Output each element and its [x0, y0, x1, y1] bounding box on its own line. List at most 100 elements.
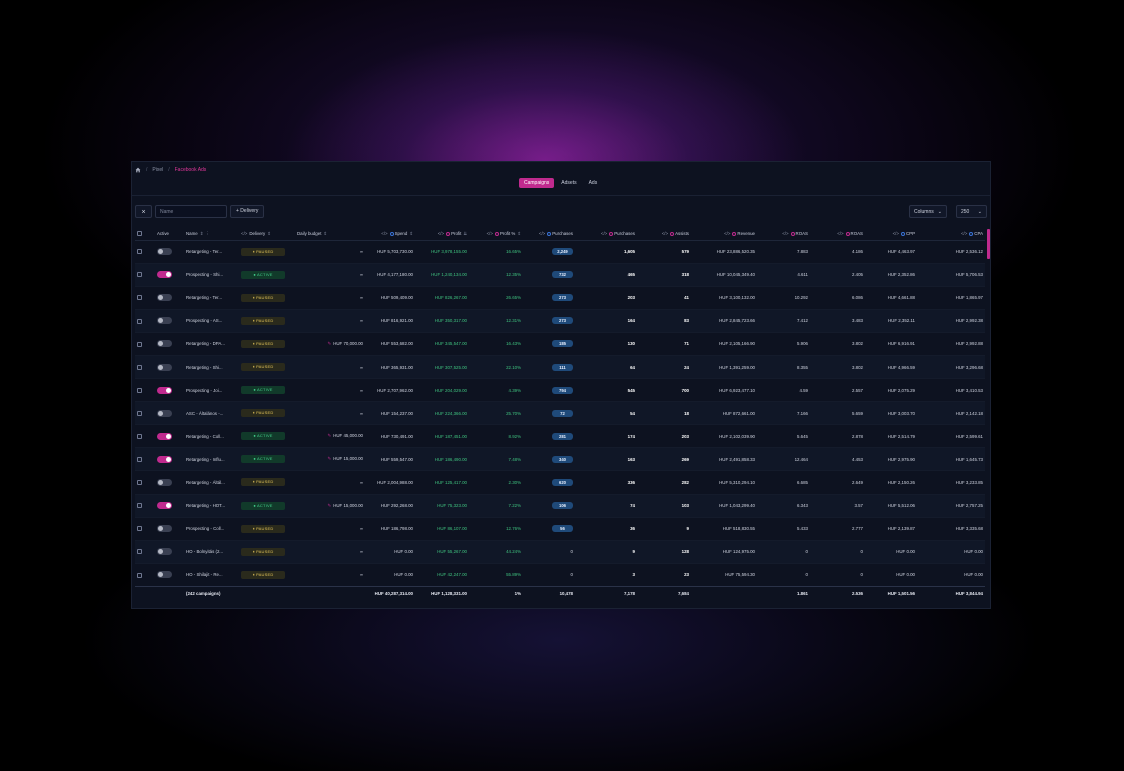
table-row[interactable]: Retargeting - DPA... ⏸ PAUSED ✎ HUF 70,000.…: [135, 332, 985, 356]
active-toggle[interactable]: [157, 502, 172, 510]
daily-budget-cell[interactable]: ∞: [295, 263, 365, 286]
column-header-purchases-a[interactable]: </> Purchases: [523, 228, 575, 241]
active-toggle[interactable]: [157, 386, 172, 394]
table-row[interactable]: Retargeting - Shi... ⏸ PAUSED ∞ HUF 365,931…: [135, 355, 985, 379]
column-header-cpp[interactable]: </> CPP: [865, 228, 917, 241]
home-icon[interactable]: [135, 167, 141, 173]
table-row[interactable]: Retargeting - Ter... ⏸ PAUSED ∞ HUF 5,703,7…: [135, 240, 985, 264]
daily-budget-cell[interactable]: ∞: [295, 286, 365, 309]
row-checkbox-cell[interactable]: [135, 263, 155, 286]
table-row[interactable]: Retargeting - Ter... ⏸ PAUSED ∞ HUF 509,409…: [135, 286, 985, 310]
edit-icon[interactable]: ✎: [327, 433, 332, 439]
tab-campaigns[interactable]: Campaigns: [519, 178, 555, 188]
active-toggle-cell[interactable]: [155, 494, 184, 517]
row-checkbox[interactable]: [137, 364, 142, 370]
row-checkbox[interactable]: [137, 503, 142, 509]
active-toggle[interactable]: [157, 294, 172, 302]
row-checkbox-cell[interactable]: [135, 494, 155, 517]
daily-budget-cell[interactable]: ∞: [295, 379, 365, 402]
active-toggle-cell[interactable]: [155, 540, 184, 563]
edit-icon[interactable]: ✎: [327, 456, 332, 462]
row-checkbox[interactable]: [137, 387, 142, 393]
active-toggle[interactable]: [157, 571, 172, 579]
campaign-name[interactable]: Prospecting - Shi...: [186, 272, 224, 278]
row-checkbox-cell[interactable]: [135, 517, 155, 540]
column-header-profit[interactable]: </> Profit ⇊: [415, 228, 469, 241]
tab-adsets[interactable]: Adsets: [561, 180, 577, 186]
active-toggle-cell[interactable]: [155, 402, 184, 425]
campaign-name[interactable]: Retargeting - Áltál...: [186, 479, 225, 485]
daily-budget-cell[interactable]: ∞: [295, 402, 365, 425]
row-checkbox-cell[interactable]: [135, 471, 155, 494]
column-header-roas-b[interactable]: </> ROAS: [810, 228, 865, 241]
campaign-name[interactable]: Prospecting - Joi...: [186, 387, 223, 393]
campaign-name[interactable]: Retargeting - Coll...: [186, 433, 224, 439]
row-checkbox-cell[interactable]: [135, 448, 155, 471]
select-all-checkbox-cell[interactable]: [135, 228, 155, 241]
column-header-roas-a[interactable]: </> ROAS: [757, 228, 810, 241]
active-toggle[interactable]: [157, 525, 172, 533]
campaign-name[interactable]: ASC - Általános -...: [186, 410, 224, 416]
row-checkbox-cell[interactable]: [135, 402, 155, 425]
daily-budget-cell[interactable]: ∞: [295, 240, 365, 263]
row-checkbox[interactable]: [137, 480, 142, 486]
active-toggle[interactable]: [157, 317, 172, 325]
row-checkbox-cell[interactable]: [135, 309, 155, 332]
campaign-name[interactable]: Prospecting - Coll...: [186, 526, 225, 532]
column-header-revenue[interactable]: </> Revenue: [691, 228, 757, 241]
active-toggle-cell[interactable]: [155, 263, 184, 286]
active-toggle[interactable]: [157, 548, 172, 556]
row-checkbox[interactable]: [137, 295, 142, 301]
daily-budget-cell[interactable]: ✎ HUF 70,000.00: [295, 332, 365, 355]
column-header-daily-budget[interactable]: Daily budget ⇕: [295, 228, 365, 241]
row-checkbox[interactable]: [137, 549, 142, 555]
campaign-name[interactable]: Retargeting - HOT...: [186, 503, 226, 509]
active-toggle[interactable]: [157, 363, 172, 371]
row-checkbox-cell[interactable]: [135, 240, 155, 263]
row-checkbox[interactable]: [137, 572, 142, 578]
campaign-name[interactable]: HO - Shilajit - Re...: [186, 572, 223, 578]
tab-ads[interactable]: Ads: [588, 180, 598, 186]
row-checkbox[interactable]: [137, 341, 142, 347]
table-row[interactable]: ASC - Általános -... ⏸ PAUSED ∞ HUF 154,237…: [135, 401, 985, 425]
active-toggle[interactable]: [157, 340, 172, 348]
row-checkbox-cell[interactable]: [135, 379, 155, 402]
row-checkbox-cell[interactable]: [135, 332, 155, 355]
column-header-profit-pct[interactable]: </> Profit % ⇕: [469, 228, 523, 241]
table-row[interactable]: Prospecting - Shi... ● ACTIVE ∞ HUF 4,177,1…: [135, 263, 985, 287]
table-row[interactable]: Prospecting - AS... ⏸ PAUSED ∞ HUF 816,921.…: [135, 309, 985, 333]
campaign-name[interactable]: Prospecting - AS...: [186, 318, 223, 324]
campaign-name[interactable]: HO - Bolnyitás (2...: [186, 549, 224, 555]
campaign-name[interactable]: Retargeting - DPA...: [186, 341, 225, 347]
column-header-purchases-b[interactable]: </> Purchases: [575, 228, 637, 241]
column-header-assists[interactable]: </> Assists: [637, 228, 691, 241]
breadcrumb-item-facebook-ads[interactable]: Facebook Ads: [174, 167, 207, 173]
scrollbar-thumb[interactable]: [987, 229, 990, 259]
active-toggle[interactable]: [157, 455, 172, 463]
breadcrumb-item-pixel[interactable]: Pixel: [152, 167, 164, 173]
daily-budget-cell[interactable]: ∞: [295, 309, 365, 332]
active-toggle-cell[interactable]: [155, 517, 184, 540]
daily-budget-cell[interactable]: ∞: [295, 517, 365, 540]
campaign-name[interactable]: Retargeting - Influ...: [186, 456, 225, 462]
table-row[interactable]: Retargeting - HOT... ● ACTIVE ✎ HUF 15,000.…: [135, 494, 985, 518]
row-checkbox-cell[interactable]: [135, 286, 155, 309]
active-toggle-cell[interactable]: [155, 355, 184, 378]
daily-budget-cell[interactable]: ∞: [295, 355, 365, 378]
row-checkbox[interactable]: [137, 457, 142, 463]
column-header-name[interactable]: Name ⇕ ⋮: [184, 228, 239, 241]
daily-budget-cell[interactable]: ✎ HUF 15,000.00: [295, 448, 365, 471]
table-row[interactable]: HO - Shilajit - Re... ⏸ PAUSED ∞ HUF 0.00 HU…: [135, 563, 985, 587]
row-checkbox[interactable]: [137, 410, 142, 416]
campaign-name[interactable]: Retargeting - Shi...: [186, 364, 223, 370]
active-toggle-cell[interactable]: [155, 425, 184, 448]
table-row[interactable]: Prospecting - Joi... ● ACTIVE ∞ HUF 2,707,9…: [135, 379, 985, 402]
active-toggle-cell[interactable]: [155, 286, 184, 309]
active-toggle[interactable]: [157, 248, 172, 256]
active-toggle-cell[interactable]: [155, 379, 184, 402]
row-checkbox[interactable]: [137, 249, 142, 255]
column-header-cpa[interactable]: </> CPA: [917, 228, 985, 241]
row-checkbox-cell[interactable]: [135, 355, 155, 378]
columns-dropdown[interactable]: Columns ⌄: [909, 205, 947, 218]
column-header-delivery[interactable]: </> Delivery ⇕: [239, 228, 295, 241]
